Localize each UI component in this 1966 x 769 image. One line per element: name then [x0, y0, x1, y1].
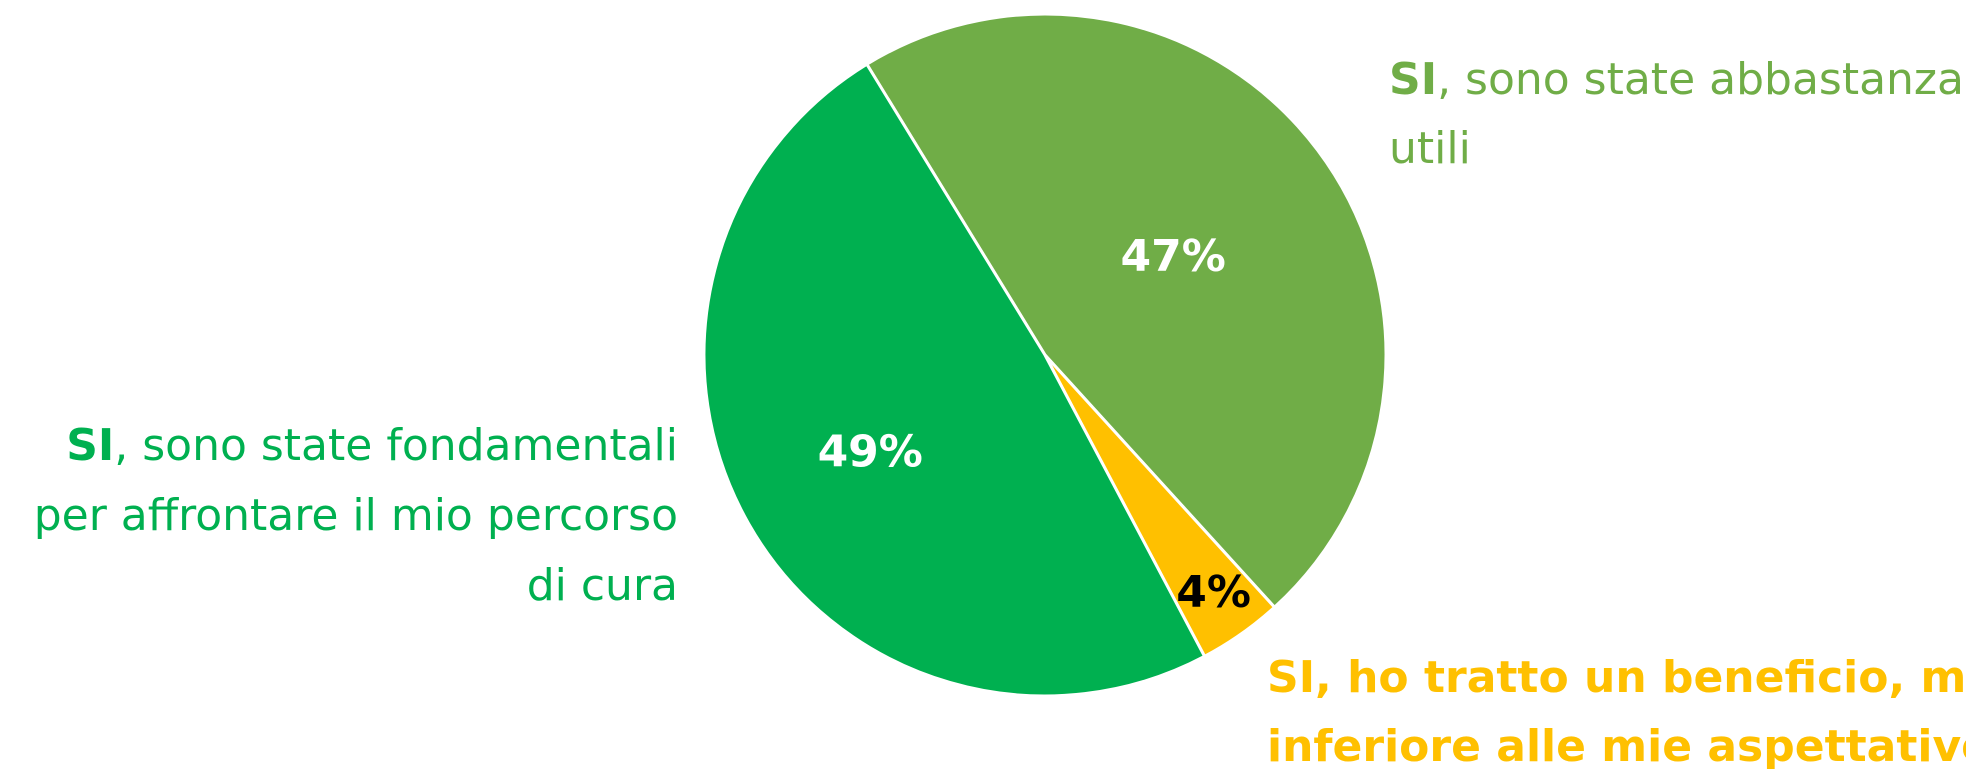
label-line: SI, ho tratto un beneficio, ma	[1267, 652, 1966, 703]
value-label: 47%	[1121, 231, 1226, 282]
category-label: SI, sono state abbastanza utili	[1389, 54, 1964, 174]
label-line: SI, sono state fondamentali	[66, 420, 678, 471]
label-line: di cura	[527, 560, 678, 611]
label-line: SI, sono state abbastanza	[1389, 54, 1964, 105]
category-label: SI, sono state fondamentali per affrontar…	[34, 420, 678, 611]
label-bold: SI	[66, 420, 114, 471]
pie-slice	[702, 62, 1207, 698]
label-bold: SI	[1389, 54, 1437, 105]
label-line: inferiore alle mie aspettative	[1267, 721, 1966, 769]
pie-slice	[864, 12, 1388, 610]
value-label: 4%	[1176, 567, 1251, 618]
label-line: per affrontare il mio percorso	[34, 490, 678, 541]
label-line: utili	[1389, 123, 1471, 174]
category-label: SI, ho tratto un beneficio, ma inferiore …	[1267, 652, 1966, 769]
value-label: 49%	[818, 427, 923, 478]
